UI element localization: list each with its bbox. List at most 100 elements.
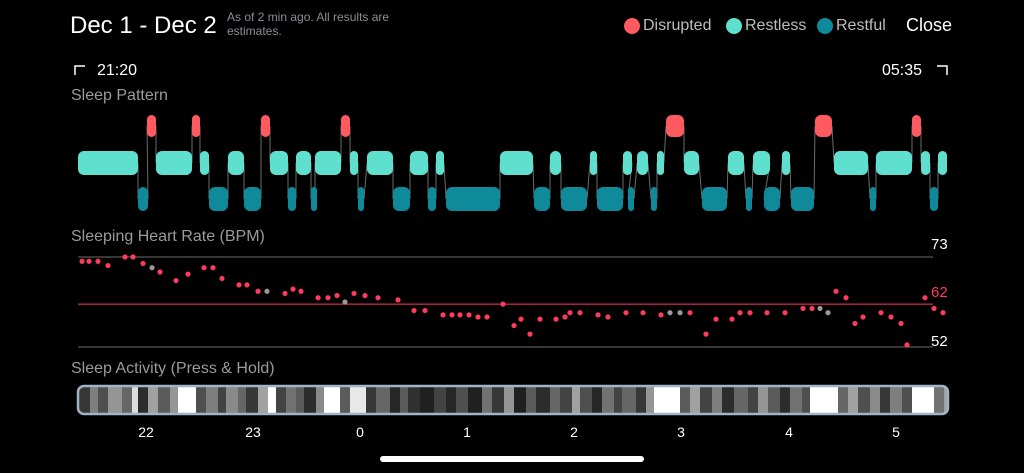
activity-stripe: [98, 386, 109, 414]
disrupted-dot-icon: [624, 18, 640, 34]
hour-tick-label: 5: [892, 424, 900, 440]
activity-stripe: [366, 386, 377, 414]
hr-point: [264, 288, 270, 294]
restless-segment: [657, 151, 664, 175]
hr-point: [800, 305, 806, 312]
hr-point: [236, 282, 242, 288]
activity-stripe: [602, 386, 615, 414]
activity-stripe: [592, 386, 603, 414]
hr-point: [475, 314, 481, 320]
hr-point: [395, 297, 401, 303]
hr-point: [140, 260, 146, 267]
activity-stripe: [286, 386, 297, 414]
restless-segment: [938, 151, 947, 175]
restless-segment: [500, 151, 533, 175]
hour-tick-label: 3: [677, 424, 685, 440]
restless-segment: [367, 151, 393, 175]
hr-point: [375, 295, 381, 301]
activity-stripe: [902, 386, 913, 414]
hr-point: [687, 310, 693, 316]
hr-point: [334, 292, 340, 299]
activity-stripe: [492, 386, 505, 414]
restless-segment: [228, 151, 244, 175]
activity-stripe: [614, 386, 623, 414]
activity-stripe: [90, 386, 99, 414]
activity-stripe: [122, 386, 133, 414]
activity-stripe: [734, 386, 749, 414]
hr-point: [79, 258, 85, 264]
disrupted-segment: [666, 115, 684, 137]
hr-point: [500, 301, 506, 307]
restful-segment: [791, 187, 814, 211]
hr-point: [518, 316, 524, 322]
hr-point: [466, 312, 472, 318]
activity-heading: Sleep Activity (Press & Hold): [71, 360, 275, 377]
activity-stripe: [178, 386, 197, 414]
hr-point: [577, 310, 583, 316]
hr-point: [703, 331, 709, 337]
activity-stripe: [580, 386, 593, 414]
restless-segment: [200, 151, 209, 175]
activity-stripe: [108, 386, 123, 414]
activity-stripe: [654, 386, 681, 414]
hr-point: [809, 305, 815, 312]
hr-point: [210, 265, 216, 271]
activity-stripe: [206, 386, 219, 414]
hr-point: [904, 342, 910, 348]
stage-transition-line: [743, 162, 747, 200]
range-start-bracket-icon: [74, 65, 85, 75]
range-end-time: 05:35: [882, 62, 923, 79]
activity-stripe: [148, 386, 159, 414]
hr-point: [484, 314, 490, 320]
activity-stripe: [504, 386, 515, 414]
activity-stripe: [268, 386, 277, 414]
legend-disrupted: Disrupted: [624, 17, 711, 35]
hr-point: [852, 320, 858, 327]
activity-stripe: [550, 386, 561, 414]
activity-stripe: [456, 386, 469, 414]
stage-transition-line: [867, 162, 871, 200]
restful-segment: [764, 187, 780, 211]
legend-restful: Restful: [817, 17, 886, 35]
stage-transition-line: [831, 125, 835, 164]
hr-point: [342, 299, 348, 305]
hr-point: [677, 310, 683, 316]
restful-segment: [870, 187, 876, 211]
stage-transition-line: [532, 162, 535, 200]
close-button[interactable]: Close: [906, 15, 953, 35]
activity-stripe: [748, 386, 759, 414]
hr-point: [411, 307, 417, 314]
hr-point: [149, 265, 155, 271]
hr-point: [623, 310, 629, 316]
restless-segment: [834, 151, 868, 175]
activity-stripe: [560, 386, 573, 414]
restful-segment: [930, 187, 938, 211]
hr-avg-value: 62: [931, 284, 948, 301]
hr-point: [282, 290, 288, 297]
activity-stripe: [780, 386, 791, 414]
activity-stripe: [78, 386, 91, 414]
hr-point: [315, 295, 321, 301]
activity-stripe: [170, 386, 179, 414]
activity-stripe: [758, 386, 769, 414]
date-range-title: Dec 1 - Dec 2: [70, 12, 217, 39]
stage-transition-line: [443, 162, 447, 200]
legend-label: Disrupted: [643, 17, 712, 34]
activity-stripe: [468, 386, 483, 414]
activity-stripe: [400, 386, 409, 414]
restful-segment: [561, 187, 587, 211]
stage-transition-line: [698, 162, 703, 200]
home-indicator[interactable]: [380, 456, 644, 462]
activity-stripe: [536, 386, 551, 414]
hr-point: [511, 322, 517, 329]
activity-stripe: [258, 386, 269, 414]
activity-stripe: [934, 386, 945, 414]
hr-point: [817, 305, 823, 312]
restless-segment: [78, 151, 138, 175]
hr-point: [567, 310, 573, 316]
restless-segment: [623, 151, 632, 175]
hr-point: [440, 312, 446, 318]
